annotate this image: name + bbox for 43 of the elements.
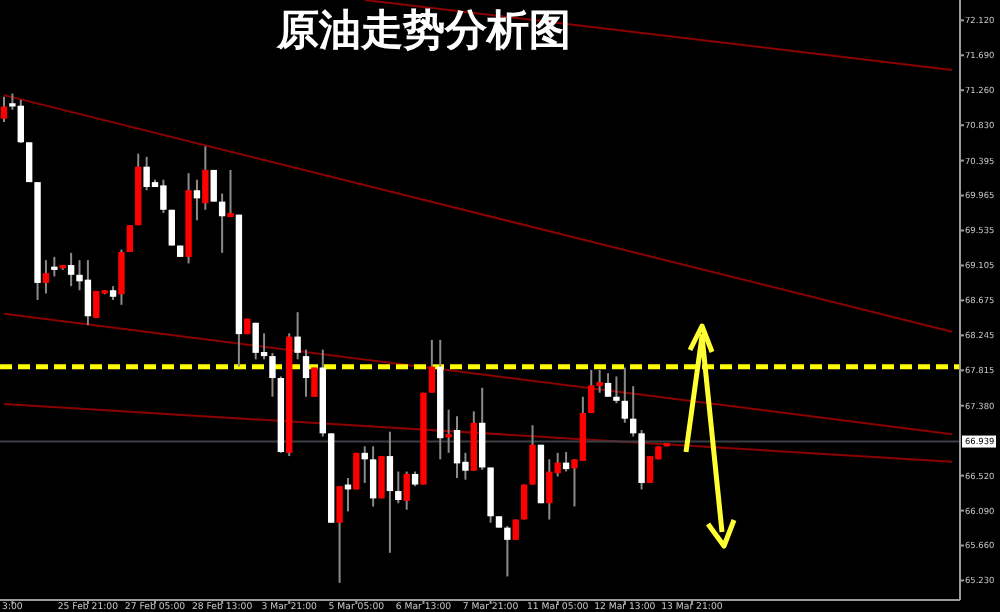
candlestick — [227, 168, 234, 219]
candlestick — [143, 155, 150, 192]
candlestick — [453, 415, 461, 480]
candlestick — [168, 208, 175, 247]
candlestick — [504, 525, 511, 578]
candlestick — [118, 248, 125, 306]
candlestick — [126, 224, 134, 254]
candlestick — [621, 366, 629, 424]
candlestick — [386, 430, 394, 554]
candlestick — [0, 95, 8, 123]
candlestick — [25, 141, 33, 184]
candlestick — [269, 351, 276, 398]
candlestick — [84, 259, 92, 327]
candlestick — [160, 178, 167, 215]
candlestick — [369, 445, 377, 508]
candlestick — [42, 259, 50, 295]
candlestick — [470, 410, 478, 472]
candlestick — [302, 348, 310, 398]
candlestick — [93, 290, 100, 319]
candlestick — [613, 375, 620, 405]
candlestick — [336, 485, 343, 584]
candlestick — [294, 311, 301, 361]
candlestick — [445, 408, 452, 454]
candlestick — [193, 178, 201, 222]
candlestick — [210, 168, 217, 203]
candlestick — [17, 99, 24, 145]
candlestick — [520, 483, 528, 521]
candlestick — [67, 251, 75, 288]
candlestick — [529, 424, 536, 486]
candlestick — [428, 338, 436, 394]
candlestick — [403, 470, 410, 511]
candlestick — [604, 372, 612, 398]
candlestick — [252, 321, 259, 361]
candlestick — [579, 395, 587, 462]
candlestick — [378, 455, 385, 500]
candlestick — [546, 458, 553, 521]
candlestick — [395, 470, 402, 505]
candlestick — [478, 386, 486, 471]
candlestick — [311, 366, 318, 398]
candlestick — [202, 145, 209, 211]
chart-title: 原油走势分析图 — [275, 4, 571, 54]
candlestick — [51, 255, 58, 278]
candlestick — [588, 368, 595, 415]
